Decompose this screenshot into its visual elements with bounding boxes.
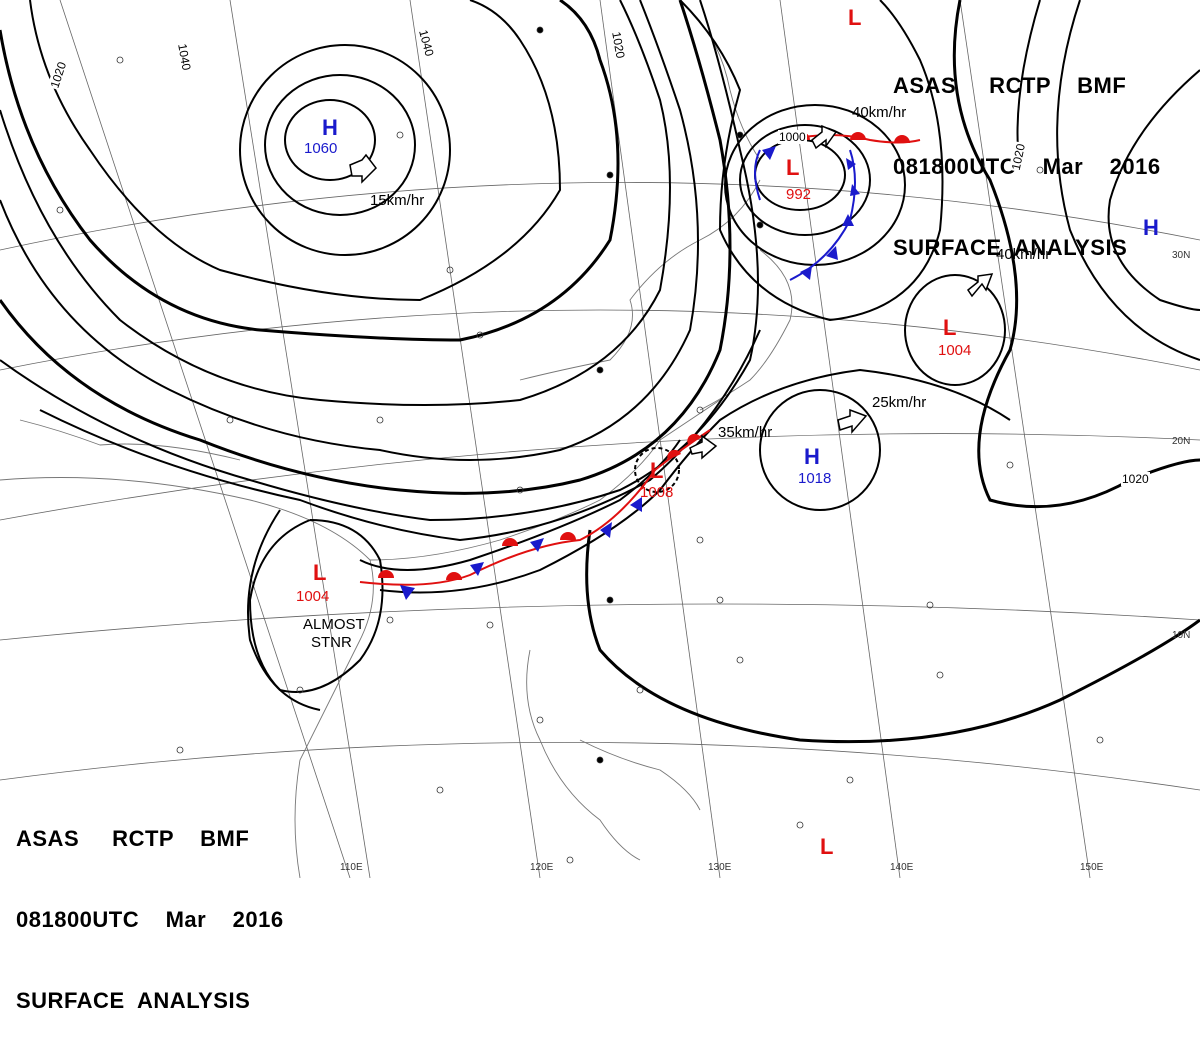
- lat-label: 20N: [1172, 436, 1191, 447]
- high-speed-3: 25km/hr: [872, 394, 927, 411]
- low-speed-3: 35km/hr: [718, 424, 773, 441]
- isobars: [0, 0, 1200, 744]
- header-time-line: 081800UTC Mar 2016: [893, 154, 1161, 179]
- low-speed-2: 40km/hr: [996, 246, 1051, 263]
- low-speed-1: 40km/hr: [852, 104, 907, 121]
- chart-header-top-right: ASAS RCTP BMF 081800UTC Mar 2016 SURFACE…: [893, 18, 1161, 288]
- motion-arrows: [349, 124, 994, 460]
- low-pressure-2: 1004: [938, 342, 972, 359]
- header-product-line: ASAS RCTP BMF: [16, 826, 250, 851]
- header-title-line: SURFACE ANALYSIS: [16, 988, 251, 1013]
- lon-label: 150E: [1080, 862, 1104, 873]
- lon-label: 120E: [530, 862, 554, 873]
- high-symbol-2: H: [1143, 215, 1159, 240]
- isobar-label: 1020: [1121, 472, 1150, 486]
- lon-label: 110E: [340, 862, 363, 873]
- low-pressure-1: 992: [786, 186, 812, 203]
- coastlines: [0, 9, 793, 878]
- high-symbol-3: H: [804, 444, 820, 469]
- low-pressure-4: 1004: [296, 588, 330, 605]
- lat-label: 10N: [1172, 630, 1191, 641]
- high-pressure-3: 1018: [798, 470, 832, 487]
- low-symbol-3: L: [650, 458, 664, 483]
- graticule: [0, 0, 1200, 878]
- high-pressure-1: 1060: [304, 140, 338, 157]
- lon-label: 130E: [708, 862, 732, 873]
- stationary-note-line1: ALMOST: [303, 616, 365, 633]
- header-product-line: ASAS RCTP BMF: [893, 73, 1127, 98]
- header-time-line: 081800UTC Mar 2016: [16, 907, 284, 932]
- chart-header-bottom-left: ASAS RCTP BMF 081800UTC Mar 2016 SURFACE…: [16, 771, 284, 1041]
- low-symbol-5: L: [848, 5, 862, 30]
- stationary-note: ALMOST STNR: [303, 616, 365, 652]
- header-title-line: SURFACE ANALYSIS: [893, 235, 1128, 260]
- low-symbol-2: L: [943, 315, 957, 340]
- low-1008-ring: [634, 447, 680, 493]
- isobar-label: 1000: [778, 130, 807, 144]
- weather-map: [0, 0, 1200, 878]
- lat-label: 30N: [1172, 250, 1191, 261]
- station-plots: [56, 26, 1104, 864]
- lon-label: 140E: [890, 862, 914, 873]
- low-pressure-3: 1008: [640, 484, 674, 501]
- low-symbol-1: L: [786, 155, 800, 180]
- high-symbol-1: H: [322, 115, 338, 140]
- low-symbol-4: L: [313, 560, 327, 585]
- low-symbol-6: L: [820, 834, 834, 859]
- stationary-note-line2: STNR: [311, 634, 352, 651]
- high-speed-1: 15km/hr: [370, 192, 425, 209]
